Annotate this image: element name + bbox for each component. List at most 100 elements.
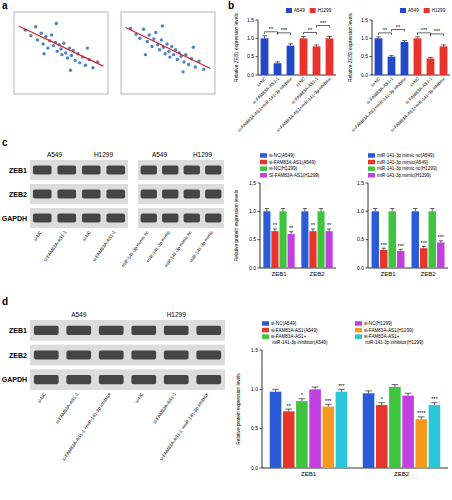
error-bar (376, 37, 381, 38)
bar (414, 38, 422, 75)
point (36, 38, 39, 41)
band (99, 326, 124, 335)
legend-line: miR-141-3p inhibitor(H1299) (364, 340, 424, 345)
legend-label: miR-141-3p mimic(A549) (377, 160, 429, 165)
y-axis (258, 20, 259, 75)
point (160, 38, 163, 41)
significance: ** (396, 24, 401, 30)
point (64, 51, 67, 54)
y-axis (260, 183, 261, 268)
row-label: GAPDH (2, 215, 27, 222)
error-bar (422, 246, 426, 248)
lane-label: si-FAM83A-AS1-1 (91, 229, 116, 262)
significance: ** (311, 222, 316, 228)
bar (420, 248, 427, 268)
annotations: ********** (379, 24, 444, 36)
legend-label: miR-141-3p mimic nc(A549) (377, 153, 435, 158)
legend-swatch (310, 8, 316, 13)
point (56, 50, 59, 53)
error-bar (431, 403, 438, 405)
tick-label: 1.5 (357, 180, 364, 186)
significance: ** (273, 222, 278, 228)
band (99, 350, 124, 359)
legend-line: miR-141-3p mimic nc(H1299) (377, 166, 437, 171)
significance: *** (320, 20, 327, 26)
point (202, 68, 205, 71)
bar (375, 38, 383, 75)
lane-label: miR-141-3p mimic (189, 229, 215, 263)
significance: ** (289, 225, 294, 231)
point (181, 70, 184, 73)
blot-header: A549 (71, 311, 87, 318)
error-bar (273, 229, 277, 231)
bar (336, 392, 348, 468)
bar (317, 211, 324, 268)
category-label: ZEB1 (301, 471, 317, 477)
plot-frame (121, 12, 215, 94)
band (131, 350, 156, 359)
band (162, 190, 178, 199)
blot-strip (138, 160, 224, 180)
point (161, 24, 164, 27)
error-bar (314, 45, 319, 46)
legend: miR-141-3p mimic nc(A549) miR-141-3p mimi… (368, 153, 437, 178)
tick-label: 0.0 (251, 465, 258, 471)
point (55, 22, 58, 25)
error-bar (319, 209, 323, 212)
bar (313, 46, 321, 75)
bar (429, 405, 441, 468)
point (154, 31, 157, 34)
band (82, 166, 101, 175)
bar (437, 243, 444, 269)
bar (388, 57, 396, 75)
legend-line: si-FAM83A-AS1+ (364, 334, 400, 339)
point (62, 41, 65, 44)
point (29, 34, 32, 37)
error-bar (289, 232, 293, 234)
bar (263, 211, 270, 268)
point (168, 55, 171, 58)
lane-label: si-FAM83A-AS1-1 +miR-141-3p inhibitor (158, 391, 209, 461)
error-bar (301, 37, 306, 39)
bar (296, 401, 308, 468)
legend-label: si-NC(H1299) (269, 166, 298, 171)
error-bar (441, 45, 446, 46)
band (164, 350, 189, 359)
point (158, 48, 161, 51)
marks (372, 209, 445, 269)
error-bar (299, 399, 306, 401)
y-axis (372, 20, 373, 75)
bracket (278, 33, 291, 35)
bar (412, 211, 419, 268)
lane-label: si-FAM83A-AS1-1 (152, 391, 177, 424)
point (167, 50, 170, 53)
tick-label: 0.5 (247, 53, 254, 59)
significance: ** (383, 27, 388, 33)
tick-label: 0.0 (361, 72, 368, 78)
point (165, 42, 168, 45)
western-blot: ZEB1ZEB2GAPDHA549H1299si-NCsi-FAM83A-AS1… (2, 311, 225, 462)
legend-swatch (262, 328, 269, 333)
error-bar (365, 391, 372, 393)
point (70, 54, 73, 57)
point (148, 33, 151, 36)
y-axis (368, 183, 369, 268)
point (187, 63, 190, 66)
error-bar (325, 404, 332, 406)
bar (283, 411, 295, 468)
point (52, 44, 55, 47)
point (182, 60, 185, 63)
point (40, 32, 43, 35)
panel-letter: a (2, 0, 8, 11)
point (78, 61, 81, 64)
row-label: ZEB1 (9, 327, 27, 334)
band (205, 190, 221, 199)
band (66, 375, 91, 384)
legend-label: si-FAM83A-AS1(H1299) (364, 328, 414, 333)
y-axis-label: Relative protein expression levels (234, 189, 239, 261)
band (162, 166, 178, 175)
significance: *** (431, 396, 438, 402)
significance: ** (269, 26, 274, 32)
tick-label: 0.5 (249, 236, 256, 242)
error-bar (373, 209, 377, 212)
